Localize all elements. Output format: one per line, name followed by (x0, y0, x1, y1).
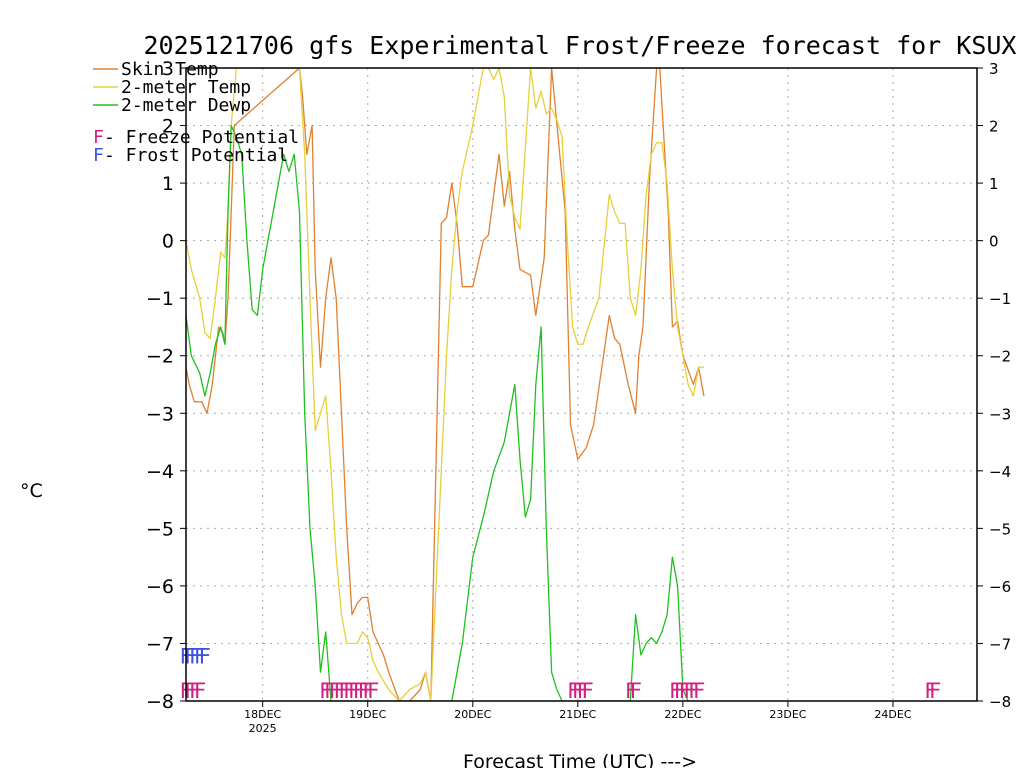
y-tick-label-right: −6 (989, 578, 1011, 596)
x-tick-label: 21DEC (559, 708, 596, 721)
freeze-flag: F (674, 679, 686, 703)
x-tick-label: 24DEC (874, 708, 911, 721)
freeze-flag: F (324, 679, 336, 703)
freeze-flag: F (577, 679, 589, 703)
freeze-flag: F (582, 679, 594, 703)
y-tick-label-left: −4 (146, 461, 174, 483)
freeze-flag: F (184, 679, 196, 703)
frost-flag: F (184, 645, 196, 669)
freeze-flag: F (348, 679, 360, 703)
legend-label-skin-temp: Skin Temp (121, 59, 219, 80)
y-axis-left: 3 2 1 0 −1 −2 −3 −4 −5 −6 −7 −8 (146, 58, 186, 713)
y-tick-label-right: 0 (989, 233, 999, 251)
freeze-flag: F (353, 679, 365, 703)
frost-flag: F (189, 645, 201, 669)
y-tick-label-left: 0 (162, 231, 174, 253)
freeze-flag: F (358, 679, 370, 703)
x-tick-label: 20DEC (454, 708, 491, 721)
plot-frame (185, 67, 978, 702)
legend: Skin Temp 2-meter Temp 2-meter Dewp F - … (93, 59, 299, 166)
y-tick-label-left: 3 (162, 58, 174, 80)
freeze-flag: F (194, 679, 206, 703)
y-tick-label-left: 1 (162, 173, 174, 195)
x-tick-label: 18DEC (244, 708, 281, 721)
y-tick-label-left: −8 (146, 691, 174, 713)
freeze-flag: F (693, 679, 705, 703)
freeze-flag: F (924, 679, 936, 703)
y-tick-label-left: −7 (146, 633, 174, 655)
y-tick-label-right: −5 (989, 520, 1011, 538)
y-tick-label-left: 2 (162, 116, 174, 138)
freeze-flag: F (189, 679, 201, 703)
freeze-flag: F (679, 679, 691, 703)
legend-freeze-label: - Freeze Potential (104, 127, 299, 148)
freeze-flag: F (630, 679, 642, 703)
freeze-flag: F (688, 679, 700, 703)
legend-label-2m-temp: 2-meter Temp (121, 77, 251, 98)
series-layer (186, 68, 705, 701)
y-tick-label-right: 1 (989, 175, 999, 193)
y-tick-label-right: −2 (989, 348, 1011, 366)
freeze-flag: F (669, 679, 681, 703)
x-tick-label: 22DEC (664, 708, 701, 721)
y-tick-label-right: −1 (989, 290, 1011, 308)
grid (186, 68, 977, 701)
x-tick-label: 19DEC (349, 708, 386, 721)
x-tick-label: 23DEC (769, 708, 806, 721)
y-tick-label-right: −3 (989, 405, 1011, 423)
y-tick-label-right: −4 (989, 463, 1011, 481)
frost-flag: F (199, 645, 211, 669)
freeze-flag: F (684, 679, 696, 703)
series-line-2-meter-dewp (186, 124, 694, 701)
chart-title: 2025121706 gfs Experimental Frost/Freeze… (144, 31, 1017, 60)
freeze-flag: F (625, 679, 637, 703)
freeze-flag: F (572, 679, 584, 703)
y-axis-label: °C (20, 480, 43, 502)
y-tick-label-right: −7 (989, 635, 1011, 653)
freeze-flag: F (334, 679, 346, 703)
frost-flag: F (194, 645, 206, 669)
legend-label-2m-dewp: 2-meter Dewp (121, 95, 251, 116)
y-tick-label-left: −2 (146, 346, 174, 368)
y-tick-label-left: −5 (146, 518, 174, 540)
freeze-flag: F (567, 679, 579, 703)
freeze-flag: F (319, 679, 331, 703)
freeze-flag: F (343, 679, 355, 703)
y-tick-label-right: 2 (989, 118, 999, 136)
y-tick-label-left: −6 (146, 576, 174, 598)
freeze-flag: F (367, 679, 379, 703)
y-tick-label-left: −1 (146, 288, 174, 310)
y-tick-label-right: −8 (989, 693, 1011, 711)
freeze-flag: F (339, 679, 351, 703)
legend-frost-label: - Frost Potential (104, 145, 288, 166)
freeze-flag: F (329, 679, 341, 703)
y-tick-label-left: −3 (146, 403, 174, 425)
series-line-2-meter-temp (186, 68, 704, 701)
legend-frost-letter: F (93, 145, 104, 166)
x-axis-label: Forecast Time (UTC) ---> (463, 751, 697, 768)
freeze-flag: F (929, 679, 941, 703)
y-axis-right: 3 2 1 0 −1 −2 −3 −4 −5 −6 −7 −8 (977, 60, 1011, 711)
legend-freeze-letter: F (93, 127, 104, 148)
x-tick-sublabel: 2025 (249, 722, 277, 735)
freeze-flag: F (363, 679, 375, 703)
y-tick-label-right: 3 (989, 60, 999, 78)
